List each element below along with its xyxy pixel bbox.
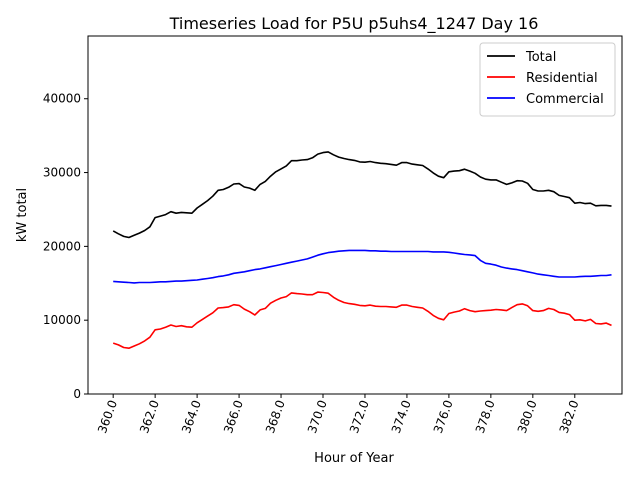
legend: Total Residential Commercial (479, 42, 616, 117)
y-tick-label: 10000 (43, 313, 81, 327)
y-tick-label: 0 (73, 387, 81, 401)
series-line-total (112, 151, 612, 239)
legend-label-total: Total (525, 50, 556, 65)
y-tick-label: 40000 (43, 92, 81, 106)
y-tick-label: 20000 (43, 239, 81, 253)
plot-area-frame (87, 35, 623, 395)
series-line-residential (112, 291, 612, 350)
chart-title: Timeseries Load for P5U p5uhs4_1247 Day … (169, 14, 539, 34)
series-line-commercial (113, 249, 612, 284)
legend-label-commercial: Commercial (526, 92, 604, 107)
y-tick-label: 30000 (43, 166, 81, 180)
y-axis-label: kW total (15, 188, 30, 242)
legend-label-residential: Residential (526, 71, 598, 86)
x-axis-label: Hour of Year (314, 451, 394, 466)
